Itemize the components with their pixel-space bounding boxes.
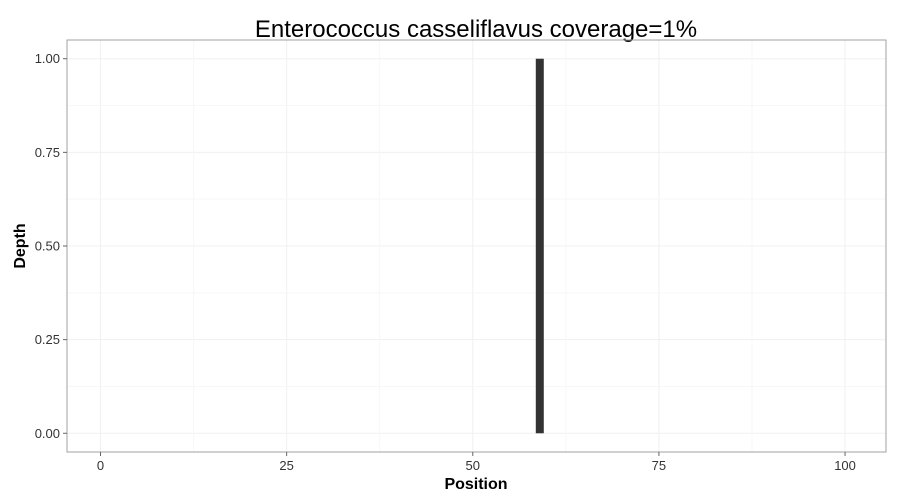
x-tick-label: 100 [834, 458, 856, 473]
y-tick-label: 1.00 [35, 51, 60, 66]
grid-lines [67, 40, 886, 452]
chart-title: Enterococcus casseliflavus coverage=1% [255, 16, 697, 43]
y-tick-label: 0.75 [35, 145, 60, 160]
y-tick-label: 0.50 [35, 239, 60, 254]
y-axis-title: Depth [12, 223, 29, 268]
x-tick-label: 50 [466, 458, 480, 473]
x-axis-ticks: 0 25 50 75 100 [97, 452, 856, 473]
x-tick-label: 25 [279, 458, 293, 473]
y-tick-label: 0.25 [35, 332, 60, 347]
y-axis-ticks: 0.00 0.25 0.50 0.75 1.00 [35, 51, 67, 441]
data-bars [535, 58, 544, 434]
coverage-bar [535, 58, 544, 434]
x-tick-label: 75 [652, 458, 666, 473]
y-tick-label: 0.00 [35, 426, 60, 441]
x-tick-label: 0 [97, 458, 104, 473]
x-axis-title: Position [444, 476, 507, 493]
